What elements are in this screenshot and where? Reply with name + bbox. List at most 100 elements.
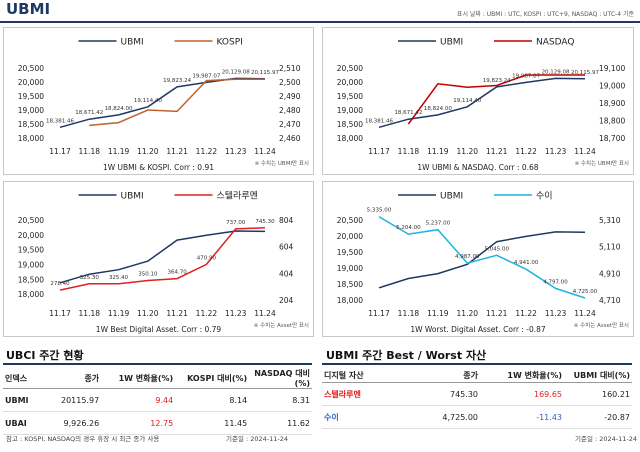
bestworst-rule	[322, 363, 632, 365]
y-tick-right: 19,100	[599, 64, 625, 73]
data-label: 18,671.42	[394, 110, 422, 116]
chart-panel-ubmi-worst: UBMI 수이 18,000 18,500 19,000 19,500 20,000 20,5…	[322, 181, 634, 337]
data-label: 325.30	[80, 275, 100, 281]
x-tick: 11.22	[196, 309, 218, 318]
row-vs-ubmi: 160.21	[564, 382, 632, 406]
weekly-footnote: 참고 : KOSPI, NASDAQ의 경우 휴장 시 최근 종가 사용	[6, 435, 160, 443]
timezone-note: 표시 날짜 : UBMI : UTC, KOSPI : UTC+9, NASDA…	[456, 11, 634, 18]
data-label: 20,129.08	[222, 69, 250, 75]
x-tick: 11.19	[427, 309, 449, 318]
y-tick-right: 2,500	[279, 78, 301, 87]
table-row: UBAI 9,926.26 12.75 11.45 11.62	[3, 411, 312, 435]
y-tick-right: 204	[279, 296, 294, 305]
x-tick: 11.21	[486, 147, 508, 156]
col-change: 1W 변화율(%)	[101, 368, 176, 389]
y-tick-left: 19,500	[18, 246, 44, 255]
data-label: 18,671.42	[75, 110, 103, 116]
x-tick: 11.24	[254, 309, 276, 318]
x-tick: 11.19	[108, 309, 130, 318]
x-tick: 11.22	[196, 147, 218, 156]
y-tick-left: 20,500	[18, 216, 44, 225]
bestworst-date: 기준일 : 2024-11-24	[575, 435, 638, 443]
weekly-title: UBCI 주간 현황	[6, 349, 84, 362]
data-label: 5,335.00	[367, 208, 392, 214]
data-label: 20,115.97	[571, 70, 599, 76]
data-label: 470.90	[197, 255, 217, 261]
y-tick-left: 19,000	[337, 106, 363, 115]
x-tick: 11.18	[398, 309, 420, 318]
table-row: UBMI 20115.97 9.44 8.14 8.31	[3, 388, 312, 412]
x-tick: 11.21	[166, 147, 188, 156]
x-tick: 11.23	[225, 309, 247, 318]
y-tick-left: 19,000	[18, 260, 44, 269]
col-asset: 디지털 자산	[322, 368, 406, 383]
data-label: 19,823.24	[483, 78, 511, 84]
x-tick: 11.18	[398, 147, 420, 156]
table-row: 수이 4,725.00 -11.43 -20.87	[322, 405, 632, 429]
y-tick-left: 18,500	[18, 120, 44, 129]
col-index: 인덱스	[3, 368, 59, 389]
series-line-ubmi	[59, 77, 266, 129]
legend-label: UBMI	[121, 38, 144, 48]
data-label: 4,797.00	[543, 279, 568, 285]
chart-caption: 1W Worst. Digital Asset. Corr : -0.87	[410, 325, 546, 334]
row-change: 9.44	[101, 388, 176, 412]
y-tick-left: 20,500	[337, 216, 363, 225]
x-tick: 11.24	[574, 147, 596, 156]
row-close: 20115.97	[59, 388, 102, 412]
x-tick: 11.24	[254, 147, 276, 156]
series-line-compare	[89, 78, 265, 127]
table-row: 스텔라루멘 745.30 169.65 160.21	[322, 382, 632, 406]
y-tick-right: 18,700	[599, 134, 625, 143]
row-close: 9,926.26	[59, 411, 102, 435]
y-tick-left: 18,500	[337, 120, 363, 129]
weekly-date: 기준일 : 2024-11-24	[226, 435, 289, 443]
chart-note: ※ 수치는 UBMI만 표시	[575, 159, 629, 167]
x-tick: 11.22	[515, 309, 537, 318]
row-vs-ubmi: -20.87	[564, 405, 632, 429]
header-rule	[0, 21, 640, 23]
chart-ubmi-kospi: UBMI KOSPI 18,000 18,500 19,000 19,500 20,000 2…	[18, 38, 309, 173]
y-tick-left: 19,000	[337, 264, 363, 273]
series-line-ubmi	[59, 230, 266, 284]
row-vs-kospi: 11.45	[175, 411, 250, 435]
y-tick-left: 18,000	[18, 134, 44, 143]
y-tick-left: 20,000	[337, 78, 363, 87]
y-tick-right: 4,710	[599, 296, 621, 305]
legend-label: UBMI	[440, 192, 463, 202]
weekly-rule	[3, 363, 312, 365]
x-tick: 11.23	[545, 309, 567, 318]
data-label: 18,824.00	[105, 106, 133, 112]
y-tick-right: 2,490	[279, 92, 301, 101]
row-index: UBAI	[3, 411, 59, 435]
x-tick: 11.20	[457, 147, 479, 156]
y-tick-right: 2,460	[279, 134, 301, 143]
row-vs-nasdaq: 8.31	[249, 388, 312, 412]
y-tick-right: 2,480	[279, 106, 301, 115]
weekly-header-row: 인덱스 종가 1W 변화율(%) KOSPI 대비(%) NASDAQ 대비(%…	[3, 368, 312, 389]
series-line-ubmi	[378, 231, 586, 289]
chart-note: ※ 수치는 Asset만 표시	[254, 321, 309, 329]
col-close: 종가	[406, 368, 480, 383]
data-label: 325.40	[109, 275, 129, 281]
row-asset: 수이	[322, 405, 406, 429]
data-label: 4,941.00	[514, 260, 539, 266]
legend: UBMI NASDAQ	[398, 38, 574, 48]
x-tick: 11.18	[79, 147, 101, 156]
col-change: 1W 변화율(%)	[480, 368, 564, 383]
data-label: 19,987.07	[192, 73, 220, 79]
data-label: 20,129.08	[542, 69, 570, 75]
data-label: 20,115.97	[251, 70, 279, 76]
x-tick: 11.19	[108, 147, 130, 156]
row-change: 12.75	[101, 411, 176, 435]
y-tick-right: 804	[279, 216, 294, 225]
bestworst-header-row: 디지털 자산 종가 1W 변화율(%) UBMI 대비(%)	[322, 368, 632, 383]
x-tick: 11.21	[166, 309, 188, 318]
row-close: 745.30	[406, 382, 480, 406]
y-tick-right: 5,110	[599, 243, 621, 252]
bestworst-table: 디지털 자산 종가 1W 변화율(%) UBMI 대비(%) 스텔라루멘 745…	[322, 368, 632, 429]
data-label: 5,237.00	[426, 221, 451, 227]
y-tick-right: 18,900	[599, 99, 625, 108]
data-label: 18,381.46	[46, 118, 74, 124]
y-tick-left: 18,500	[18, 275, 44, 284]
